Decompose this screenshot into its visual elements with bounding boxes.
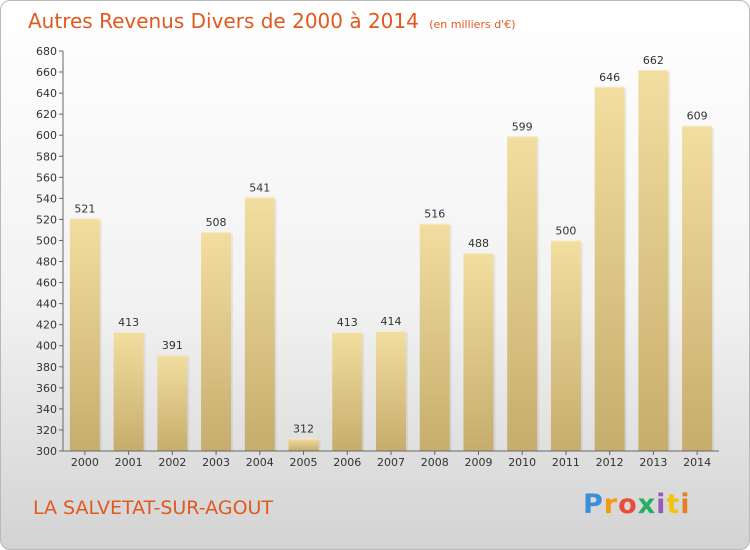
- x-tick-label: 2002: [158, 456, 186, 469]
- logo-letter: x: [637, 489, 657, 520]
- data-label: 599: [512, 120, 533, 133]
- bar: [419, 223, 450, 451]
- y-tick-label: 480: [36, 256, 57, 269]
- y-tick-label: 300: [36, 445, 57, 458]
- x-tick-label: 2013: [639, 456, 667, 469]
- x-tick-label: 2012: [596, 456, 624, 469]
- logo-letter: P: [583, 489, 604, 520]
- y-tick-label: 600: [36, 129, 57, 142]
- x-tick-label: 2003: [202, 456, 230, 469]
- logo-letter: i: [680, 489, 691, 520]
- bar: [69, 218, 100, 451]
- data-label: 413: [118, 316, 139, 329]
- data-label: 516: [424, 208, 445, 221]
- y-tick-label: 440: [36, 298, 57, 311]
- data-label: 312: [293, 422, 314, 435]
- chart-title: Autres Revenus Divers de 2000 à 2014 (en…: [28, 9, 516, 33]
- data-label: 541: [249, 181, 270, 194]
- x-tick-label: 2005: [290, 456, 318, 469]
- data-label: 646: [599, 71, 620, 84]
- data-label: 508: [206, 216, 227, 229]
- bar: [157, 355, 188, 451]
- logo-letter: r: [603, 489, 619, 520]
- bar: [244, 197, 275, 451]
- data-label: 662: [643, 54, 664, 67]
- y-tick-label: 560: [36, 171, 57, 184]
- proxiti-logo: Proxiti: [583, 489, 691, 520]
- x-tick-label: 2000: [71, 456, 99, 469]
- y-tick-label: 500: [36, 234, 57, 247]
- y-tick-label: 340: [36, 403, 57, 416]
- bar: [638, 69, 669, 452]
- y-tick-label: 420: [36, 319, 57, 332]
- data-label: 609: [687, 110, 708, 123]
- data-label: 413: [337, 316, 358, 329]
- x-tick-label: 2011: [552, 456, 580, 469]
- logo-letter: t: [666, 489, 681, 520]
- bar: [550, 240, 581, 451]
- bar: [113, 332, 144, 451]
- logo-letter: o: [618, 489, 638, 520]
- y-tick-label: 580: [36, 150, 57, 163]
- x-tick-label: 2008: [421, 456, 449, 469]
- chart-title-text: Autres Revenus Divers de 2000 à 2014: [28, 9, 419, 33]
- y-tick-label: 620: [36, 108, 57, 121]
- bar: [201, 232, 232, 451]
- bar: [682, 125, 713, 451]
- y-tick-label: 400: [36, 340, 57, 353]
- bar: [332, 332, 363, 451]
- y-tick-label: 660: [36, 66, 57, 79]
- data-label: 500: [555, 224, 576, 237]
- unit-note: (en milliers d'€): [429, 18, 516, 31]
- x-tick-label: 2009: [464, 456, 492, 469]
- x-tick-label: 2014: [683, 456, 711, 469]
- y-tick-label: 320: [36, 424, 57, 437]
- y-tick-label: 680: [36, 45, 57, 58]
- logo-letter: i: [656, 489, 667, 520]
- data-label: 414: [381, 315, 402, 328]
- y-tick-label: 520: [36, 213, 57, 226]
- y-tick-label: 360: [36, 382, 57, 395]
- y-tick-label: 640: [36, 87, 57, 100]
- bar: [463, 253, 494, 451]
- bar: [507, 136, 538, 451]
- data-label: 521: [74, 202, 95, 215]
- y-tick-label: 540: [36, 192, 57, 205]
- x-tick-label: 2007: [377, 456, 405, 469]
- x-tick-label: 2006: [333, 456, 361, 469]
- data-label: 391: [162, 339, 183, 352]
- y-tick-label: 380: [36, 361, 57, 374]
- y-tick-label: 460: [36, 277, 57, 290]
- bar: [594, 86, 625, 451]
- bar: [288, 438, 319, 451]
- x-tick-label: 2010: [508, 456, 536, 469]
- x-tick-label: 2004: [246, 456, 274, 469]
- location-name: LA SALVETAT-SUR-AGOUT: [33, 497, 274, 519]
- data-label: 488: [468, 237, 489, 250]
- bar: [376, 331, 406, 451]
- x-tick-label: 2001: [115, 456, 143, 469]
